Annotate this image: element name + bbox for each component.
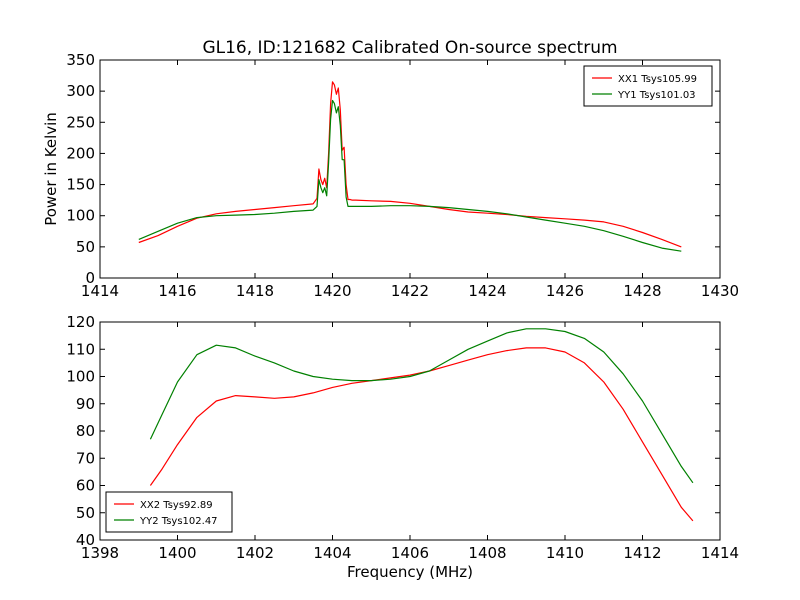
top-x-tick-label: 1420 (313, 282, 351, 300)
bottom-y-tick-label: 100 (66, 368, 95, 386)
top-legend-box (583, 65, 713, 107)
bottom-x-tick-label: 1400 (158, 544, 196, 562)
bottom-legend-box (105, 491, 233, 533)
figure-title: GL16, ID:121682 Calibrated On-source spe… (202, 38, 617, 58)
top-y-tick-label: 300 (66, 82, 95, 100)
top-y-tick-label: 150 (66, 176, 95, 194)
bottom-x-tick-label: 1412 (623, 544, 661, 562)
bottom-y-tick-label: 70 (76, 449, 95, 467)
bottom-x-tick-label: 1410 (546, 544, 584, 562)
top-series-line-2 (138, 99, 682, 252)
bottom-y-tick-label: 120 (66, 313, 95, 331)
top-y-tick-label: 250 (66, 113, 95, 131)
top-x-tick-label: 1426 (546, 282, 584, 300)
top-legend-label-1: XX1 Tsys105.99 (618, 74, 697, 85)
bottom-series-line-1 (149, 347, 694, 522)
top-y-tick-label: 50 (76, 238, 95, 256)
top-x-tick-label: 1428 (623, 282, 661, 300)
bottom-x-tick-label: 1404 (313, 544, 351, 562)
top-x-tick-label: 1422 (391, 282, 429, 300)
top-legend-label-2: YY1 Tsys101.03 (617, 90, 696, 101)
bottom-series-line-2 (149, 328, 694, 484)
top-y-tick-label: 200 (66, 144, 95, 162)
top-legend: XX1 Tsys105.99 YY1 Tsys101.03 (583, 65, 713, 107)
bottom-y-tick-label: 50 (76, 504, 95, 522)
bottom-x-tick-label: 1402 (236, 544, 274, 562)
bottom-y-tick-label: 40 (76, 531, 95, 549)
bottom-x-tick-label: 1414 (701, 544, 739, 562)
top-y-axis-label: Power in Kelvin (42, 112, 60, 226)
top-x-tick-label: 1416 (158, 282, 196, 300)
bottom-y-tick-label: 90 (76, 395, 95, 413)
top-y-tick-label: 350 (66, 51, 95, 69)
top-x-tick-label: 1424 (468, 282, 506, 300)
bottom-y-tick-label: 60 (76, 477, 95, 495)
top-y-tick-label: 100 (66, 207, 95, 225)
bottom-y-tick-label: 110 (66, 340, 95, 358)
bottom-x-axis-label: Frequency (MHz) (347, 563, 473, 581)
bottom-legend: XX2 Tsys92.89 YY2 Tsys102.47 (105, 491, 233, 533)
top-chart: 1414 1416 1418 1420 1422 1424 1426 1428 1430 0 50 1… (42, 51, 739, 300)
bottom-legend-label-1: XX2 Tsys92.89 (140, 500, 213, 511)
top-series-line-1 (138, 81, 682, 248)
bottom-chart: 1398 1400 1402 1404 1406 1408 1410 1412 1414 40 50… (66, 313, 739, 581)
bottom-y-tick-label: 80 (76, 422, 95, 440)
bottom-x-tick-label: 1408 (468, 544, 506, 562)
top-x-tick-label: 1414 (81, 282, 119, 300)
bottom-x-tick-label: 1406 (391, 544, 429, 562)
bottom-legend-label-2: YY2 Tsys102.47 (139, 516, 218, 527)
top-y-tick-label: 0 (85, 269, 95, 287)
top-x-tick-label: 1430 (701, 282, 739, 300)
bottom-x-tick-label: 1398 (81, 544, 119, 562)
top-x-tick-label: 1418 (236, 282, 274, 300)
